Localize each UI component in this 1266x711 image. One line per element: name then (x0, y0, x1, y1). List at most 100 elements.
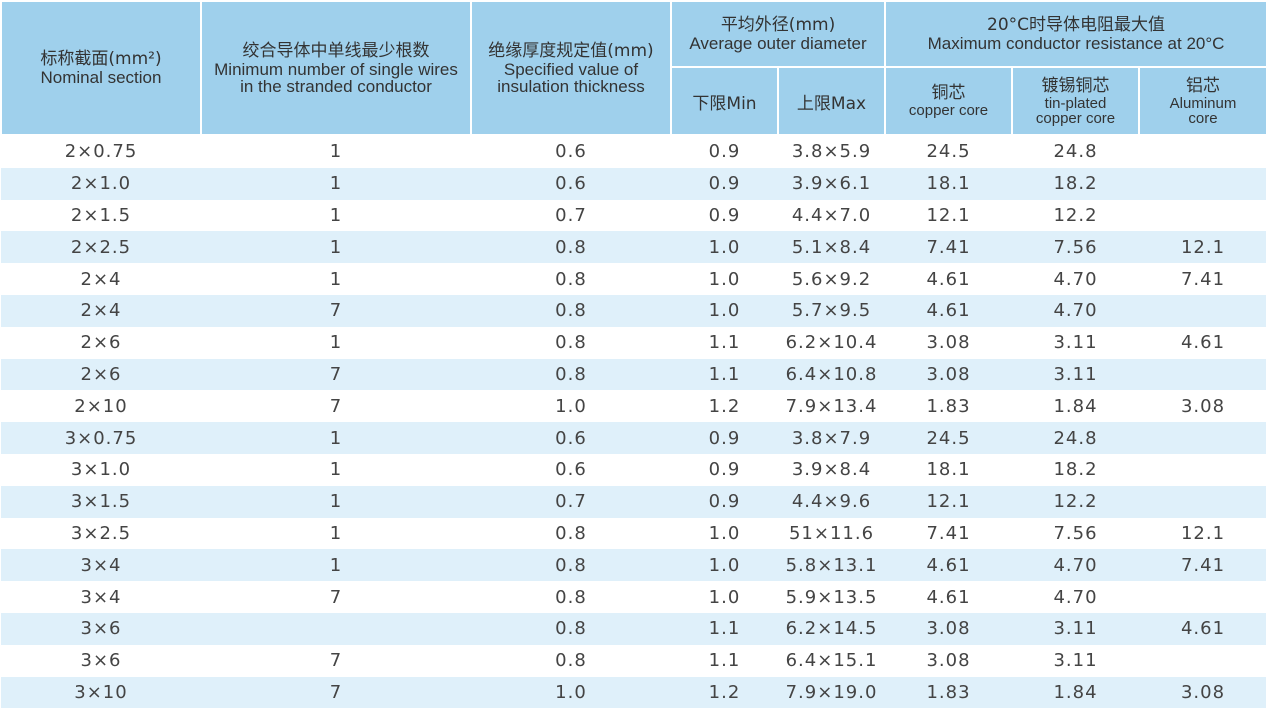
table-row: 3×0.75 1 0.6 0.9 3.8×7.9 24.5 24.8 (1, 422, 1266, 454)
tinned-resistance-cell: 3.11 (1012, 326, 1140, 359)
tinned-resistance-cell: 18.2 (1012, 167, 1140, 200)
copper-resistance-cell: 12.1 (885, 485, 1013, 518)
header-tinned-en: tin-plated copper core (1035, 94, 1116, 127)
header-copper-en: copper core (908, 102, 989, 119)
wire-count-cell: 7 (201, 390, 471, 423)
aluminum-resistance-cell: 12.1 (1139, 231, 1266, 264)
max-diameter-cell: 5.6×9.2 (778, 263, 886, 295)
nominal-section-cell: 3×0.75 (1, 422, 201, 454)
table-row: 3×6 7 0.8 1.1 6.4×15.1 3.08 3.11 (1, 644, 1266, 677)
insulation-cell: 0.8 (471, 549, 671, 582)
nominal-section-cell: 3×1.0 (1, 453, 201, 486)
nominal-section-cell: 3×6 (1, 644, 201, 677)
insulation-cell: 0.8 (471, 612, 671, 645)
aluminum-resistance-cell: 4.61 (1139, 326, 1266, 359)
wire-count-cell: 1 (201, 453, 471, 486)
header-insulation-zh: 绝缘厚度规定值(mm) (488, 40, 654, 61)
nominal-section-cell: 3×10 (1, 676, 201, 709)
table-row: 3×10 7 1.0 1.2 7.9×19.0 1.83 1.84 3.08 (1, 676, 1266, 709)
header-average-diameter: 平均外径(mm) Average outer diameter (669, 0, 887, 68)
header-wires-zh: 绞合导体中单线最少根数 (242, 40, 430, 61)
table-row: 2×0.75 1 0.6 0.9 3.8×5.9 24.5 24.8 (1, 135, 1266, 168)
nominal-section-cell: 2×1.0 (1, 167, 201, 200)
table-row: 2×1.5 1 0.7 0.9 4.4×7.0 12.1 12.2 (1, 199, 1266, 232)
header-aluminum-core: 铝芯 Aluminum core (1138, 66, 1266, 136)
copper-resistance-cell: 1.83 (885, 676, 1013, 709)
header-aluminum-en: Aluminum core (1169, 94, 1237, 127)
min-diameter-cell: 0.9 (671, 422, 778, 454)
aluminum-resistance-cell: 3.08 (1139, 390, 1266, 423)
aluminum-resistance-cell: 7.41 (1139, 263, 1266, 295)
copper-resistance-cell: 3.08 (885, 612, 1013, 645)
aluminum-resistance-cell (1139, 135, 1266, 168)
wire-count-cell: 7 (201, 676, 471, 709)
wire-count-cell: 7 (201, 358, 471, 391)
max-diameter-cell: 4.4×9.6 (778, 485, 886, 518)
aluminum-resistance-cell: 7.41 (1139, 549, 1266, 582)
wire-count-cell: 1 (201, 263, 471, 295)
table-row: 2×10 7 1.0 1.2 7.9×13.4 1.83 1.84 3.08 (1, 390, 1266, 423)
header-aluminum-zh: 铝芯 (1186, 75, 1221, 96)
max-diameter-cell: 3.8×5.9 (778, 135, 886, 168)
wire-count-cell: 1 (201, 517, 471, 550)
header-insulation-thickness: 绝缘厚度规定值(mm) Specified value of insulatio… (470, 0, 672, 136)
copper-resistance-cell: 4.61 (885, 581, 1013, 613)
wire-count-cell: 1 (201, 422, 471, 454)
wire-count-cell: 1 (201, 135, 471, 168)
aluminum-resistance-cell (1139, 644, 1266, 677)
aluminum-resistance-cell: 12.1 (1139, 517, 1266, 550)
copper-resistance-cell: 4.61 (885, 294, 1013, 327)
min-diameter-cell: 1.1 (671, 612, 778, 645)
table-row: 2×6 1 0.8 1.1 6.2×10.4 3.08 3.11 4.61 (1, 326, 1266, 359)
nominal-section-cell: 2×0.75 (1, 135, 201, 168)
table-row: 3×4 7 0.8 1.0 5.9×13.5 4.61 4.70 (1, 581, 1266, 613)
min-diameter-cell: 1.0 (671, 231, 778, 264)
tinned-resistance-cell: 7.56 (1012, 231, 1140, 264)
copper-resistance-cell: 7.41 (885, 517, 1013, 550)
header-wires-en: Minimum number of single wires in the st… (214, 59, 458, 96)
header-wire-count: 绞合导体中单线最少根数 Minimum number of single wir… (200, 0, 472, 136)
header-copper-zh: 铜芯 (931, 83, 966, 103)
table-row: 2×4 1 0.8 1.0 5.6×9.2 4.61 4.70 7.41 (1, 263, 1266, 295)
copper-resistance-cell: 24.5 (885, 422, 1013, 454)
insulation-cell: 0.8 (471, 517, 671, 550)
wire-count-cell: 1 (201, 326, 471, 359)
tinned-resistance-cell: 3.11 (1012, 644, 1140, 677)
max-diameter-cell: 51×11.6 (778, 517, 886, 550)
nominal-section-cell: 3×4 (1, 581, 201, 613)
nominal-section-cell: 3×4 (1, 549, 201, 582)
tinned-resistance-cell: 18.2 (1012, 453, 1140, 486)
insulation-cell: 0.6 (471, 453, 671, 486)
table-row: 3×1.0 1 0.6 0.9 3.9×8.4 18.1 18.2 (1, 453, 1266, 486)
tinned-resistance-cell: 4.70 (1012, 549, 1140, 582)
tinned-resistance-cell: 4.70 (1012, 581, 1140, 613)
max-diameter-cell: 3.9×8.4 (778, 453, 886, 486)
max-diameter-cell: 6.2×14.5 (778, 612, 886, 645)
copper-resistance-cell: 4.61 (885, 263, 1013, 295)
wire-count-cell: 1 (201, 199, 471, 232)
max-diameter-cell: 3.8×7.9 (778, 422, 886, 454)
table-row: 3×1.5 1 0.7 0.9 4.4×9.6 12.1 12.2 (1, 485, 1266, 518)
copper-resistance-cell: 3.08 (885, 358, 1013, 391)
copper-resistance-cell: 18.1 (885, 453, 1013, 486)
max-diameter-cell: 6.4×15.1 (778, 644, 886, 677)
tinned-resistance-cell: 12.2 (1012, 199, 1140, 232)
insulation-cell: 0.7 (471, 199, 671, 232)
nominal-section-cell: 2×4 (1, 263, 201, 295)
nominal-section-cell: 2×6 (1, 326, 201, 359)
max-diameter-cell: 6.2×10.4 (778, 326, 886, 359)
max-diameter-cell: 5.7×9.5 (778, 294, 886, 327)
header-insulation-en: Specified value of insulation thickness (497, 59, 645, 96)
aluminum-resistance-cell (1139, 294, 1266, 327)
header-resistance-en: Maximum conductor resistance at 20°C (927, 34, 1225, 53)
nominal-section-cell: 2×2.5 (1, 231, 201, 264)
max-diameter-cell: 7.9×13.4 (778, 390, 886, 423)
max-diameter-cell: 7.9×19.0 (778, 676, 886, 709)
max-diameter-cell: 5.1×8.4 (778, 231, 886, 264)
insulation-cell: 0.8 (471, 326, 671, 359)
header-max: 上限Max (776, 66, 887, 136)
copper-resistance-cell: 24.5 (885, 135, 1013, 168)
tinned-resistance-cell: 4.70 (1012, 263, 1140, 295)
aluminum-resistance-cell (1139, 453, 1266, 486)
table-row: 3×4 1 0.8 1.0 5.8×13.1 4.61 4.70 7.41 (1, 549, 1266, 582)
